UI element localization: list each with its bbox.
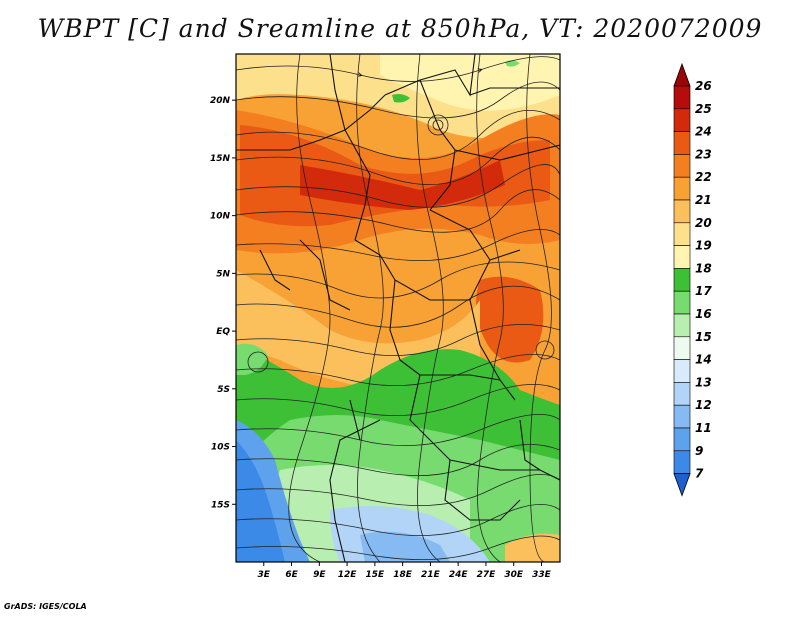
lat-tick-label: EQ bbox=[216, 327, 230, 337]
colorbar-label: 13 bbox=[695, 375, 712, 389]
colorbar-swatch bbox=[673, 222, 691, 246]
wbpt-shaded-field bbox=[236, 54, 560, 562]
colorbar-label: 14 bbox=[695, 353, 712, 367]
map-title: WBPT [C] and Sreamline at 850hPa, VT: 20… bbox=[37, 14, 763, 43]
colorbar-label: 16 bbox=[695, 307, 712, 321]
grads-credit: GrADS: IGES/COLA bbox=[4, 602, 87, 611]
colorbar-swatch bbox=[673, 404, 691, 429]
colorbar-swatch bbox=[673, 85, 691, 110]
lon-tick-label: 18E bbox=[393, 570, 413, 580]
lat-tick-label: 10S bbox=[211, 443, 230, 453]
colorbar-swatch bbox=[673, 108, 691, 132]
colorbar-swatch bbox=[673, 131, 691, 155]
latitude-axis: 20N 15N 10N 5N EQ 5S 10S 15S bbox=[210, 96, 236, 510]
lat-tick-label: 20N bbox=[210, 96, 231, 106]
lon-tick-label: 6E bbox=[285, 570, 298, 580]
colorbar-swatch bbox=[673, 245, 691, 269]
colorbar-swatch bbox=[673, 450, 691, 474]
lat-tick-label: 5S bbox=[217, 385, 230, 395]
lon-tick-label: 15E bbox=[366, 570, 386, 580]
longitude-axis: 3E 6E 9E 12E 15E 18E 21E 24E 27E 30E 33E bbox=[258, 562, 552, 580]
lat-tick-label: 10N bbox=[210, 212, 231, 222]
colorbar-swatch bbox=[673, 199, 691, 224]
lon-tick-label: 24E bbox=[449, 570, 469, 580]
colorbar-swatch bbox=[673, 268, 691, 292]
colorbar-label: 25 bbox=[695, 102, 712, 116]
colorbar-swatch bbox=[673, 427, 691, 452]
colorbar-label: 21 bbox=[695, 193, 712, 207]
colorbar-swatch bbox=[673, 359, 691, 383]
colorbar-bottom-arrow bbox=[673, 473, 691, 497]
colorbar-swatch bbox=[673, 382, 691, 406]
lat-tick-label: 15S bbox=[211, 500, 230, 510]
colorbar-label: 26 bbox=[695, 79, 712, 93]
colorbar: 7 9 11 12 13 14 15 16 17 18 19 20 21 22 23 24 25 26 bbox=[673, 62, 712, 497]
colorbar-label: 7 bbox=[695, 467, 704, 481]
colorbar-swatch bbox=[673, 154, 691, 178]
colorbar-top-arrow bbox=[673, 62, 691, 87]
colorbar-label: 23 bbox=[695, 147, 712, 161]
country-borders bbox=[236, 54, 560, 562]
lon-tick-label: 3E bbox=[258, 570, 271, 580]
colorbar-swatch bbox=[673, 313, 691, 338]
lon-tick-label: 12E bbox=[338, 570, 358, 580]
colorbar-label: 19 bbox=[695, 239, 712, 253]
colorbar-label: 12 bbox=[695, 398, 712, 412]
colorbar-label: 15 bbox=[695, 330, 712, 344]
colorbar-label: 24 bbox=[695, 125, 712, 139]
lon-tick-label: 30E bbox=[504, 570, 524, 580]
colorbar-label: 17 bbox=[695, 284, 712, 298]
colorbar-swatch bbox=[673, 290, 691, 315]
lon-tick-label: 27E bbox=[477, 570, 497, 580]
map-frame bbox=[235, 53, 561, 563]
lon-tick-label: 33E bbox=[532, 570, 552, 580]
lon-tick-label: 9E bbox=[313, 570, 326, 580]
lat-tick-label: 15N bbox=[210, 154, 231, 164]
colorbar-label: 9 bbox=[695, 444, 703, 458]
colorbar-label: 11 bbox=[695, 421, 712, 435]
colorbar-swatch bbox=[673, 336, 691, 360]
colorbar-label: 18 bbox=[695, 261, 712, 275]
lat-tick-label: 5N bbox=[216, 269, 230, 279]
streamlines bbox=[236, 54, 560, 562]
colorbar-label: 22 bbox=[695, 170, 712, 184]
colorbar-swatch bbox=[673, 176, 691, 201]
lon-tick-label: 21E bbox=[421, 570, 441, 580]
colorbar-label: 20 bbox=[695, 216, 712, 230]
